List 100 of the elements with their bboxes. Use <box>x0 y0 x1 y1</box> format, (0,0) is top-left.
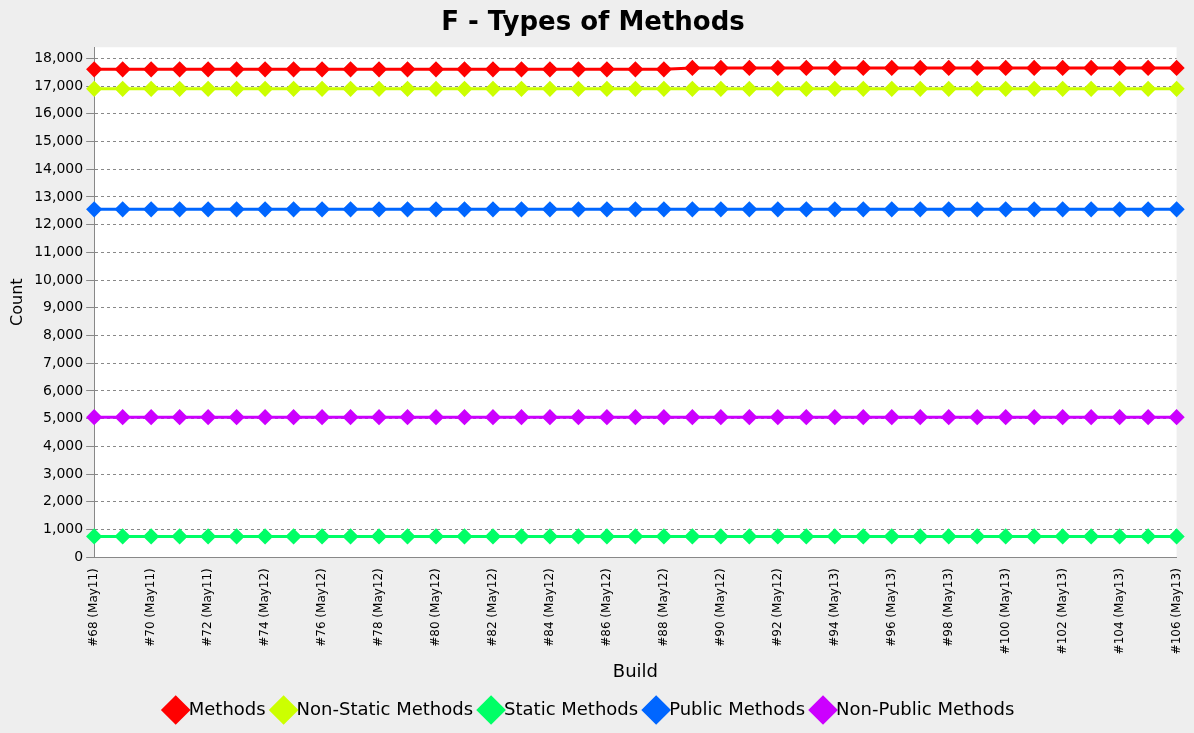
point <box>969 201 985 217</box>
point <box>1140 409 1156 425</box>
point <box>1026 528 1042 544</box>
point <box>542 409 558 425</box>
point <box>286 61 302 77</box>
point <box>827 60 843 76</box>
point <box>513 81 529 97</box>
point <box>1026 81 1042 97</box>
point <box>513 61 529 77</box>
point <box>627 61 643 77</box>
point <box>1112 201 1128 217</box>
point <box>143 61 159 77</box>
y-axis-title: Count <box>6 278 26 326</box>
y-tick-label: 8,000 <box>43 326 84 343</box>
point <box>286 528 302 544</box>
point <box>770 60 786 76</box>
point <box>599 81 615 97</box>
point <box>1112 409 1128 425</box>
point <box>314 61 330 77</box>
point <box>770 81 786 97</box>
point <box>314 528 330 544</box>
point <box>599 201 615 217</box>
point <box>86 528 102 544</box>
x-tick-label: #76 (May12) <box>314 568 329 647</box>
point <box>172 528 188 544</box>
y-tick-label: 4,000 <box>43 436 84 453</box>
point <box>513 201 529 217</box>
point <box>855 60 871 76</box>
point <box>770 409 786 425</box>
point <box>371 409 387 425</box>
point <box>456 409 472 425</box>
point <box>570 81 586 97</box>
x-tick-label: #106 (May13) <box>1168 568 1183 655</box>
point <box>941 201 957 217</box>
x-tick-label: #96 (May13) <box>883 568 898 647</box>
point <box>684 528 700 544</box>
point <box>343 201 359 217</box>
point <box>741 60 757 76</box>
point <box>912 528 928 544</box>
point <box>1112 528 1128 544</box>
x-tick-label: #88 (May12) <box>656 568 670 647</box>
point <box>200 81 216 97</box>
point <box>884 409 900 425</box>
point <box>1055 60 1071 76</box>
point <box>570 409 586 425</box>
point <box>1026 60 1042 76</box>
point <box>798 60 814 76</box>
point <box>656 81 672 97</box>
point <box>456 201 472 217</box>
point <box>257 61 273 77</box>
point <box>115 61 131 77</box>
point <box>1169 60 1185 76</box>
point <box>286 81 302 97</box>
point <box>485 201 501 217</box>
point <box>115 528 131 544</box>
point <box>798 528 814 544</box>
x-tick-label: #84 (May12) <box>542 568 557 647</box>
point <box>798 409 814 425</box>
x-axis-title: Build <box>612 659 658 681</box>
point <box>855 81 871 97</box>
x-tick-label: #94 (May13) <box>826 568 841 647</box>
x-tick-label: #102 (May13) <box>1054 568 1069 655</box>
point <box>200 201 216 217</box>
point <box>884 528 900 544</box>
point <box>627 201 643 217</box>
x-tick-label: #92 (May12) <box>769 568 784 647</box>
point <box>343 81 359 97</box>
point <box>456 61 472 77</box>
point <box>513 409 529 425</box>
point <box>827 409 843 425</box>
point <box>314 409 330 425</box>
y-tick-label: 11,000 <box>34 242 84 259</box>
point <box>286 409 302 425</box>
point <box>713 201 729 217</box>
y-tick-label: 0 <box>74 547 84 564</box>
point <box>428 61 444 77</box>
point <box>314 201 330 217</box>
point <box>1169 409 1185 425</box>
point <box>172 81 188 97</box>
y-tick-label: 15,000 <box>34 132 84 149</box>
point <box>912 201 928 217</box>
y-tick-label: 5,000 <box>43 409 84 426</box>
point <box>969 60 985 76</box>
point <box>998 60 1014 76</box>
point <box>229 528 245 544</box>
point <box>229 81 245 97</box>
point <box>400 61 416 77</box>
point <box>741 81 757 97</box>
point <box>599 409 615 425</box>
point <box>969 81 985 97</box>
point <box>143 409 159 425</box>
legend-label: Non-Public Methods <box>836 697 1015 719</box>
point <box>1083 201 1099 217</box>
legend-label: Non-Static Methods <box>296 697 474 719</box>
point <box>1083 409 1099 425</box>
x-tick-label: #80 (May12) <box>428 568 443 647</box>
x-tick-label: #82 (May12) <box>485 568 500 647</box>
point <box>200 61 216 77</box>
point <box>172 409 188 425</box>
point <box>1112 60 1128 76</box>
